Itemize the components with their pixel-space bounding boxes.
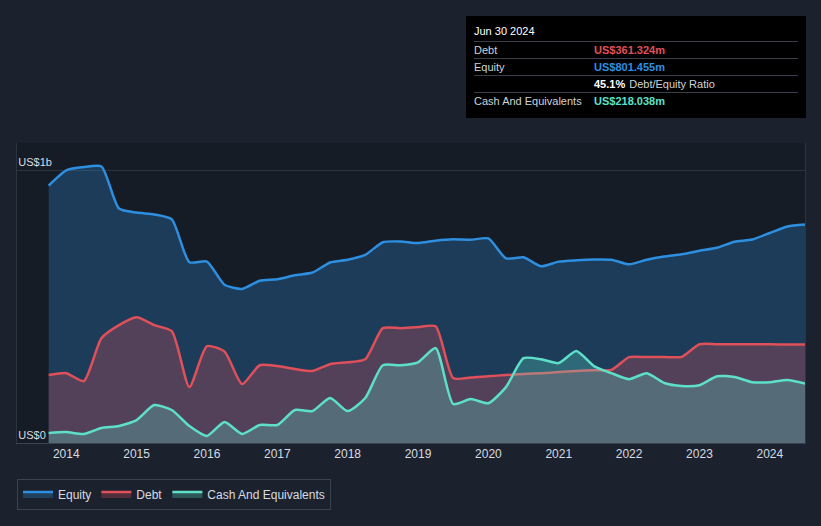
svg-text:2014: 2014 — [53, 447, 80, 461]
html-text:US$361.324m: US$361.324m — [594, 44, 665, 56]
html-text:Equity: Equity — [474, 61, 505, 73]
svg-text:2023: 2023 — [686, 447, 713, 461]
html-text:US$801.455m: US$801.455m — [594, 61, 665, 73]
svg-text:2018: 2018 — [334, 447, 361, 461]
html-text:US$218.038m: US$218.038m — [594, 95, 665, 107]
svg-text:2015: 2015 — [123, 447, 150, 461]
svg-text:US$1b: US$1b — [18, 156, 52, 168]
svg-text:2022: 2022 — [616, 447, 643, 461]
html-text:Debt: Debt — [474, 44, 498, 56]
html-text:45.1% Debt/Equity Ratio: 45.1% Debt/Equity Ratio — [594, 78, 715, 90]
svg-text:2019: 2019 — [405, 447, 432, 461]
svg-text:US$0: US$0 — [18, 429, 46, 441]
svg-text:2016: 2016 — [194, 447, 221, 461]
html-text:Jun 30 2024: Jun 30 2024 — [474, 25, 535, 37]
svg-text:2017: 2017 — [264, 447, 291, 461]
svg-text:Debt: Debt — [136, 488, 162, 502]
svg-text:2020: 2020 — [475, 447, 502, 461]
svg-text:2024: 2024 — [756, 447, 783, 461]
svg-text:2021: 2021 — [545, 447, 572, 461]
svg-text:Equity: Equity — [58, 488, 91, 502]
svg-text:Cash And Equivalents: Cash And Equivalents — [207, 488, 324, 502]
html-text:Cash And Equivalents: Cash And Equivalents — [474, 95, 582, 107]
